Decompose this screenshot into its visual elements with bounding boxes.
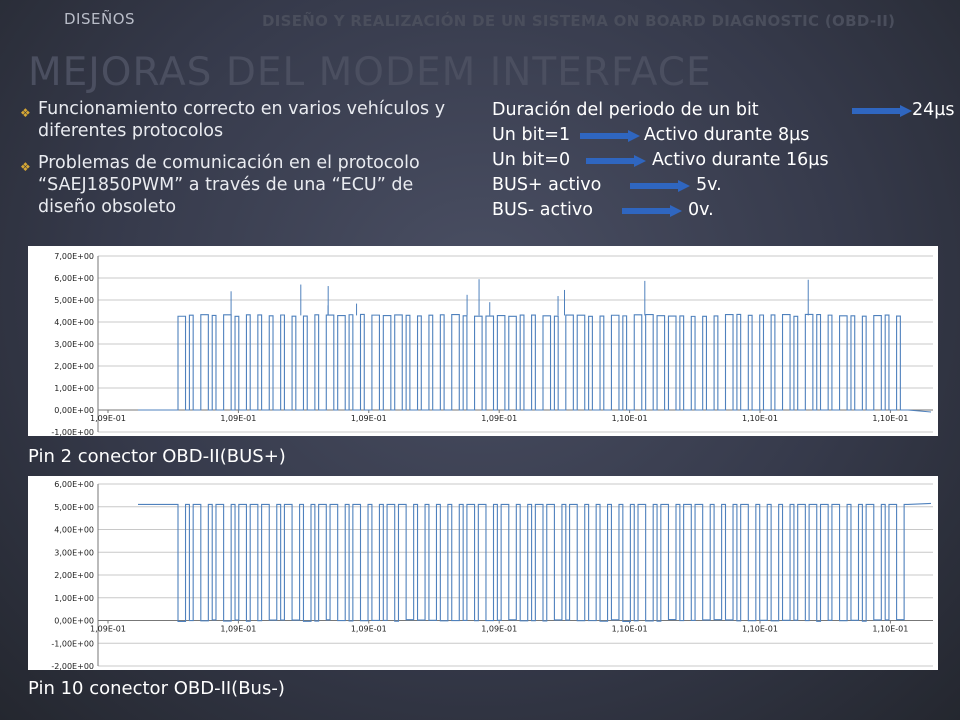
x-tick-label: 1,09E-01 xyxy=(220,414,256,423)
x-tick-label: 1,10E-01 xyxy=(742,625,778,634)
y-tick-label: 1,00E+00 xyxy=(54,384,94,393)
right-arrow-icon xyxy=(630,180,690,192)
x-tick-label: 1,09E-01 xyxy=(90,625,126,634)
y-tick-label: 0,00E+00 xyxy=(54,617,94,626)
y-tick-label: 4,00E+00 xyxy=(54,318,94,327)
x-tick-label: 1,10E-01 xyxy=(612,625,648,634)
right-arrow-icon xyxy=(622,205,682,217)
bullet-item: ❖ Problemas de comunicación en el protoc… xyxy=(18,152,458,218)
x-tick-label: 1,10E-01 xyxy=(742,414,778,423)
spec-row: BUS- activo 0v. xyxy=(492,198,960,223)
y-tick-label: -1,00E+00 xyxy=(51,639,94,648)
y-tick-label: 2,00E+00 xyxy=(54,362,94,371)
chart-bus-minus-svg: 6,00E+00 5,00E+00 4,00E+00 3,00E+00 2,00E+00… xyxy=(51,480,933,670)
spec-list: Duración del periodo de un bit 24µs Un b… xyxy=(492,98,960,223)
chart-bus-plus-svg: 7,00E+00 6,00E+00 5,00E+00 4,00E+00 3,00E+00… xyxy=(51,252,933,436)
signal-trace xyxy=(138,313,932,413)
y-tick-label: -2,00E+00 xyxy=(51,662,94,670)
spec-row: BUS+ activo 5v. xyxy=(492,173,960,198)
x-tick-label: 1,09E-01 xyxy=(220,625,256,634)
y-tick-label: 0,00E+00 xyxy=(54,406,94,415)
bullet-text: Problemas de comunicación en el protocol… xyxy=(38,153,420,217)
course-title: DISEÑO Y REALIZACIÓN DE UN SISTEMA ON BO… xyxy=(262,12,896,30)
right-arrow-icon xyxy=(580,130,640,142)
spec-label: BUS- activo xyxy=(492,200,593,220)
bullet-list: ❖ Funcionamiento correcto en varios vehí… xyxy=(18,98,458,228)
diamond-bullet-icon: ❖ xyxy=(20,106,31,120)
diamond-bullet-icon: ❖ xyxy=(20,160,31,174)
x-tick-label: 1,09E-01 xyxy=(481,625,517,634)
x-tick-label: 1,09E-01 xyxy=(481,414,517,423)
chart-caption: Pin 2 conector OBD-II(BUS+) xyxy=(28,446,286,467)
chart-caption: Pin 10 conector OBD-II(Bus-) xyxy=(28,678,285,699)
y-tick-label: 5,00E+00 xyxy=(54,296,94,305)
spec-value: Activo durante 16µs xyxy=(652,150,829,170)
spec-label: BUS+ activo xyxy=(492,175,602,195)
spec-row: Un bit=1 Activo durante 8µs xyxy=(492,123,960,148)
y-tick-label: 7,00E+00 xyxy=(54,252,94,261)
y-tick-label: 2,00E+00 xyxy=(54,571,94,580)
spec-value: 0v. xyxy=(688,200,714,220)
spec-label: Un bit=0 xyxy=(492,150,571,170)
right-arrow-icon xyxy=(852,105,912,117)
spec-label: Un bit=1 xyxy=(492,125,571,145)
y-tick-label: -1,00E+00 xyxy=(51,428,94,436)
x-tick-label: 1,09E-01 xyxy=(351,625,387,634)
y-tick-label: 6,00E+00 xyxy=(54,480,94,489)
x-tick-label: 1,10E-01 xyxy=(612,414,648,423)
x-tick-label: 1,10E-01 xyxy=(872,414,908,423)
spec-label: Duración del periodo de un bit xyxy=(492,100,759,120)
spec-row: Duración del periodo de un bit 24µs xyxy=(492,98,960,123)
y-tick-label: 4,00E+00 xyxy=(54,526,94,535)
y-tick-label: 3,00E+00 xyxy=(54,548,94,557)
spec-row: Un bit=0 Activo durante 16µs xyxy=(492,148,960,173)
section-label: DISEÑOS xyxy=(64,10,136,28)
x-tick-label: 1,10E-01 xyxy=(872,625,908,634)
y-tick-label: 5,00E+00 xyxy=(54,503,94,512)
y-tick-label: 3,00E+00 xyxy=(54,340,94,349)
spec-value: 5v. xyxy=(696,175,722,195)
spec-value: Activo durante 8µs xyxy=(644,125,810,145)
right-arrow-icon xyxy=(586,155,646,167)
y-tick-label: 1,00E+00 xyxy=(54,594,94,603)
slide-title: MEJORAS DEL MODEM INTERFACE xyxy=(28,50,712,95)
signal-trace xyxy=(138,502,932,623)
x-tick-label: 1,09E-01 xyxy=(90,414,126,423)
chart-bus-plus: 7,00E+00 6,00E+00 5,00E+00 4,00E+00 3,00E+00… xyxy=(28,246,938,436)
spec-value: 24µs xyxy=(912,100,955,120)
bullet-item: ❖ Funcionamiento correcto en varios vehí… xyxy=(18,98,458,142)
x-tick-label: 1,09E-01 xyxy=(351,414,387,423)
chart-bus-minus: 6,00E+00 5,00E+00 4,00E+00 3,00E+00 2,00E+00… xyxy=(28,476,938,670)
bullet-text: Funcionamiento correcto en varios vehícu… xyxy=(38,99,446,141)
y-tick-label: 6,00E+00 xyxy=(54,274,94,283)
